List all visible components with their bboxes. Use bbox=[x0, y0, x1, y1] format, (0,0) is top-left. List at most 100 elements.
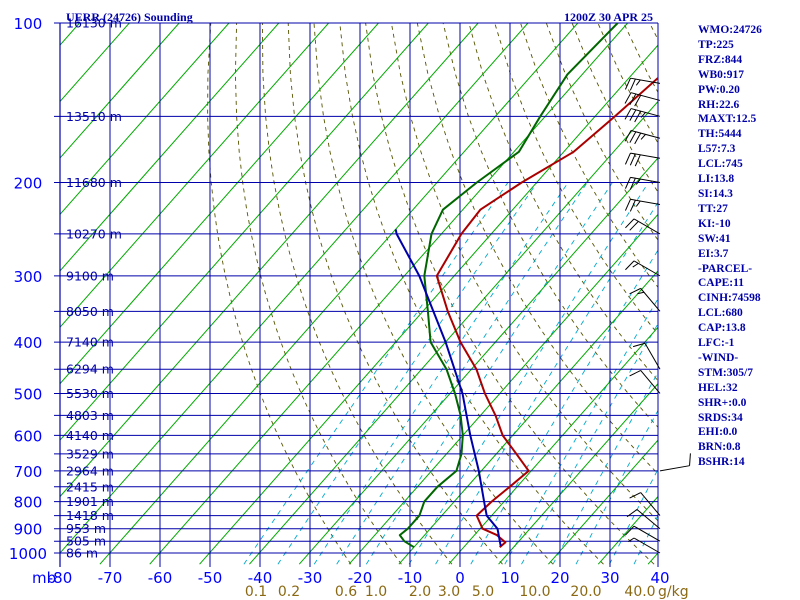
wind-barb bbox=[629, 492, 661, 516]
mixing-ratio-tick-label: 3.0 bbox=[438, 584, 460, 600]
wind-barb bbox=[625, 260, 661, 277]
height-label: 11680 m bbox=[66, 175, 122, 190]
sounding-index: WMO:24726 bbox=[698, 24, 762, 36]
temperature-tick-label: -50 bbox=[198, 569, 223, 587]
mixing-ratio-line bbox=[243, 182, 509, 565]
height-label: 8050 m bbox=[66, 304, 114, 319]
temperature-tick-label: -60 bbox=[148, 569, 173, 587]
mixing-ratio-tick-label: 0.6 bbox=[335, 584, 357, 600]
isotherm-line bbox=[448, 326, 658, 565]
wind-barb-flag bbox=[624, 130, 632, 142]
wind-barb-flag bbox=[624, 177, 631, 189]
wind-barb-flag bbox=[624, 152, 631, 165]
sounding-index: SW:41 bbox=[698, 232, 731, 245]
isotherm-line bbox=[99, 23, 579, 565]
dry-adiabat-line bbox=[287, 23, 503, 565]
chart-time: 1200Z 30 APR 25 bbox=[564, 10, 653, 24]
sounding-index: LFC:-1 bbox=[698, 337, 735, 350]
isotherm-line bbox=[60, 23, 479, 498]
height-label: 1418 m bbox=[66, 508, 114, 523]
pressure-tick-label: 100 bbox=[14, 15, 43, 33]
pressure-tick-label: 900 bbox=[14, 521, 43, 539]
temperature-tick-label: -30 bbox=[298, 569, 323, 587]
wind-barb bbox=[624, 130, 661, 145]
wind-barb-staff bbox=[633, 525, 661, 542]
wind-barb-flag bbox=[637, 291, 645, 295]
wind-barb-flag bbox=[628, 537, 635, 543]
sounding-index: MAXT:12.5 bbox=[698, 113, 757, 126]
isotherm-line bbox=[60, 23, 280, 272]
temperature-tick-label: -20 bbox=[348, 569, 373, 587]
wind-barb bbox=[624, 92, 661, 107]
wind-barb-flag bbox=[624, 108, 632, 120]
pressure-axis-label: mb bbox=[32, 569, 56, 587]
height-label: 7140 m bbox=[66, 335, 114, 350]
wind-barb-flag bbox=[629, 153, 636, 166]
sounding-traces bbox=[394, 23, 658, 549]
mixing-ratio-tick-label: 5.0 bbox=[472, 584, 494, 600]
mixing-ratio-line bbox=[470, 249, 658, 565]
mixing-ratio-tick-label: 1.0 bbox=[365, 584, 387, 600]
dry-adiabat-line bbox=[442, 23, 658, 428]
wind-barb-flag bbox=[629, 109, 637, 121]
wind-barb-flag bbox=[634, 154, 641, 167]
wind-barbs bbox=[624, 77, 691, 554]
pressure-tick-label: 200 bbox=[14, 175, 43, 193]
height-label: 6294 m bbox=[66, 362, 114, 377]
mixing-ratio-tick-label: 40.0 bbox=[624, 584, 655, 600]
sounding-index: CAPE:11 bbox=[698, 277, 744, 290]
sounding-index: SHR+:0.0 bbox=[698, 396, 747, 409]
sounding-index: BSHR:14 bbox=[698, 456, 745, 469]
wind-barb-staff bbox=[644, 342, 661, 370]
temperature-tick-label: 30 bbox=[600, 569, 619, 587]
wind-barb-flag bbox=[624, 77, 631, 90]
dry-adiabat-line bbox=[520, 23, 658, 289]
isotherm-line bbox=[348, 213, 658, 565]
sounding-index: -WIND- bbox=[698, 351, 739, 364]
height-label: 1901 m bbox=[66, 494, 114, 509]
temperature-tick-label: -70 bbox=[98, 569, 123, 587]
wind-barb-flag bbox=[634, 95, 642, 107]
sounding-index: RH:22.6 bbox=[698, 98, 740, 111]
wind-barb bbox=[628, 537, 661, 554]
mixing-ratio-line bbox=[365, 182, 613, 565]
height-label: 953 m bbox=[66, 521, 106, 536]
wind-barb bbox=[629, 370, 661, 394]
sounding-index: TP:225 bbox=[698, 38, 734, 51]
wind-barb bbox=[624, 77, 661, 91]
mixing-ratio-line bbox=[313, 182, 569, 565]
wind-barb-flag bbox=[629, 78, 636, 91]
dewpoint-trace bbox=[398, 23, 619, 549]
wind-barb bbox=[625, 525, 661, 542]
mixing-ratio-unit: g/kg bbox=[658, 584, 689, 600]
sounding-index: HEL:32 bbox=[698, 381, 738, 394]
height-label: 86 m bbox=[66, 546, 98, 561]
wind-barb-flag bbox=[629, 131, 637, 143]
sounding-index: -PARCEL- bbox=[698, 262, 753, 275]
wind-barb bbox=[624, 108, 661, 123]
temperature-tick-label: -80 bbox=[48, 569, 73, 587]
pressure-tick-label: 300 bbox=[14, 268, 43, 286]
wind-barb-flag bbox=[632, 342, 646, 348]
mixing-ratio-lines bbox=[243, 182, 658, 565]
height-label: 505 m bbox=[66, 534, 106, 549]
mixing-ratio-tick-label: 10.0 bbox=[519, 584, 550, 600]
wind-barb-flag bbox=[640, 112, 646, 118]
wind-barb-flag bbox=[634, 110, 642, 123]
sounding-index: SI:14.3 bbox=[698, 187, 733, 200]
wind-barb-flag bbox=[629, 370, 641, 377]
wind-barb bbox=[624, 198, 661, 212]
isotherm-line bbox=[60, 23, 330, 329]
temperature-tick-label: 20 bbox=[550, 569, 569, 587]
mixing-ratio-tick-label: 20.0 bbox=[570, 584, 601, 600]
wind-barb-flag bbox=[625, 218, 635, 229]
sounding-indices-panel: WMO:24726 TP:225 FRZ:844 WB0:917 PW:0.20 RH:2… bbox=[698, 23, 798, 470]
wind-barb bbox=[626, 509, 661, 530]
wind-barb-flag bbox=[629, 93, 637, 106]
pressure-tick-label: 1000 bbox=[9, 545, 47, 563]
height-label: 2964 m bbox=[66, 463, 114, 478]
height-label: 3529 m bbox=[66, 446, 114, 461]
grid-lines bbox=[54, 22, 659, 567]
pressure-tick-label: 400 bbox=[14, 334, 43, 352]
